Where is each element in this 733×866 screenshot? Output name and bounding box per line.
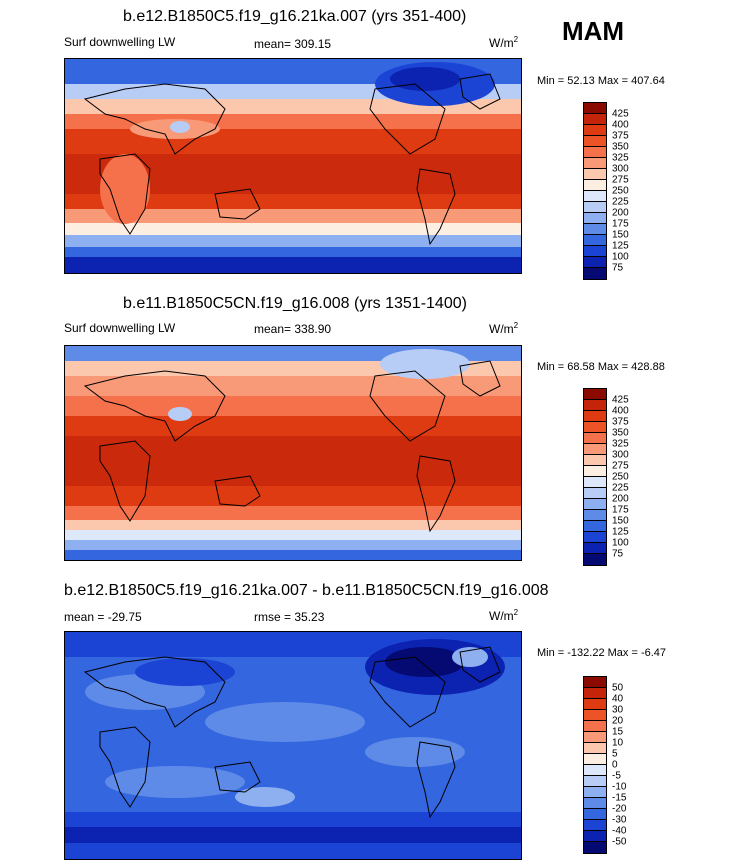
panel3-level: -40 <box>612 825 627 837</box>
panel2-level: 175 <box>612 504 629 516</box>
panel1-level: 150 <box>612 229 629 241</box>
panel3-level: 0 <box>612 759 618 771</box>
panel1-level: 250 <box>612 185 629 197</box>
panel3-colorbar <box>583 676 607 854</box>
panel1-variable-label: Surf downwelling LW <box>64 35 176 49</box>
panel3-level: 40 <box>612 693 624 705</box>
panel1-level: 175 <box>612 218 629 230</box>
panel2-level: 125 <box>612 526 629 538</box>
panel2-level: 100 <box>612 537 629 549</box>
panel2-colorbar <box>583 388 607 566</box>
panel2-coastlines <box>83 360 501 533</box>
panel2-level: 75 <box>612 548 624 560</box>
panel3-level: 10 <box>612 737 624 749</box>
panel2-title: b.e11.B1850C5CN.f19_g16.008 (yrs 1351-14… <box>123 295 467 312</box>
panel3-level: 15 <box>612 726 624 738</box>
panel2-level: 200 <box>612 493 629 505</box>
panel2-map <box>64 345 522 561</box>
panel1-level: 350 <box>612 141 629 153</box>
panel3-level: 30 <box>612 704 624 716</box>
panel1-level: 425 <box>612 108 629 120</box>
panel1-colorbar-labels: 425 400 375 350 325 300 275 250 225 200 … <box>612 102 652 278</box>
panel1-level: 100 <box>612 251 629 263</box>
panel2-level: 225 <box>612 482 629 494</box>
panel2-level: 425 <box>612 394 629 406</box>
panel3-level: -10 <box>612 781 627 793</box>
panel3-level: -5 <box>612 770 621 782</box>
panel2-level: 400 <box>612 405 629 417</box>
panel1-level: 75 <box>612 262 624 274</box>
panel2-level: 325 <box>612 438 629 450</box>
panel1-map <box>64 58 522 274</box>
panel2-minmax: Min = 68.58 Max = 428.88 <box>537 361 665 373</box>
panel2-level: 150 <box>612 515 629 527</box>
panel2-level: 375 <box>612 416 629 428</box>
panel1-title: b.e12.B1850C5.f19_g16.21ka.007 (yrs 351-… <box>123 8 467 25</box>
panel3-units: W/m2 <box>489 608 519 623</box>
panel2-mean-label: mean= 338.90 <box>254 322 332 336</box>
panel1-level: 125 <box>612 240 629 252</box>
panel1-mean-label: mean= 309.15 <box>254 37 332 51</box>
panel1-units: W/m2 <box>489 35 519 50</box>
panel3-level: -20 <box>612 803 627 815</box>
panel1-level: 400 <box>612 119 629 131</box>
panel2-map-field <box>65 346 521 560</box>
panel3-minmax: Min = -132.22 Max = -6.47 <box>537 647 667 659</box>
panel3-title: b.e12.B1850C5.f19_g16.21ka.007 - b.e11.B… <box>64 582 549 599</box>
panel3-map <box>64 631 522 860</box>
panel2-level: 300 <box>612 449 629 461</box>
panel1-coastlines <box>83 73 501 246</box>
panel3-mean-label: mean = -29.75 <box>64 610 142 624</box>
panel3-level: 5 <box>612 748 618 760</box>
panel1-level: 325 <box>612 152 629 164</box>
panel2-units: W/m2 <box>489 321 519 336</box>
panel2-variable-label: Surf downwelling LW <box>64 321 176 335</box>
panel3-level: -50 <box>612 836 627 848</box>
panel2-level: 350 <box>612 427 629 439</box>
panel3-colorbar-labels: 50 40 30 20 15 10 5 0 -5 -10 -15 -20 -30… <box>612 676 652 852</box>
panel3-map-field <box>65 632 521 859</box>
panel1-level: 225 <box>612 196 629 208</box>
panel3-level: 50 <box>612 682 624 694</box>
panel3-level: -30 <box>612 814 627 826</box>
panel1-minmax: Min = 52.13 Max = 407.64 <box>537 75 665 87</box>
panel1-level: 275 <box>612 174 629 186</box>
panel1-level: 200 <box>612 207 629 219</box>
panel2-level: 250 <box>612 471 629 483</box>
season-label: MAM <box>562 16 625 46</box>
panel2-level: 275 <box>612 460 629 472</box>
panel3-level: 20 <box>612 715 624 727</box>
panel2-colorbar-labels: 425 400 375 350 325 300 275 250 225 200 … <box>612 388 652 564</box>
panel1-level: 300 <box>612 163 629 175</box>
panel3-coastlines <box>83 646 501 819</box>
panel3-level: -15 <box>612 792 627 804</box>
panel3-rmse-label: rmse = 35.23 <box>254 610 325 624</box>
panel1-map-field <box>65 59 521 273</box>
panel1-level: 375 <box>612 130 629 142</box>
panel1-colorbar <box>583 102 607 280</box>
